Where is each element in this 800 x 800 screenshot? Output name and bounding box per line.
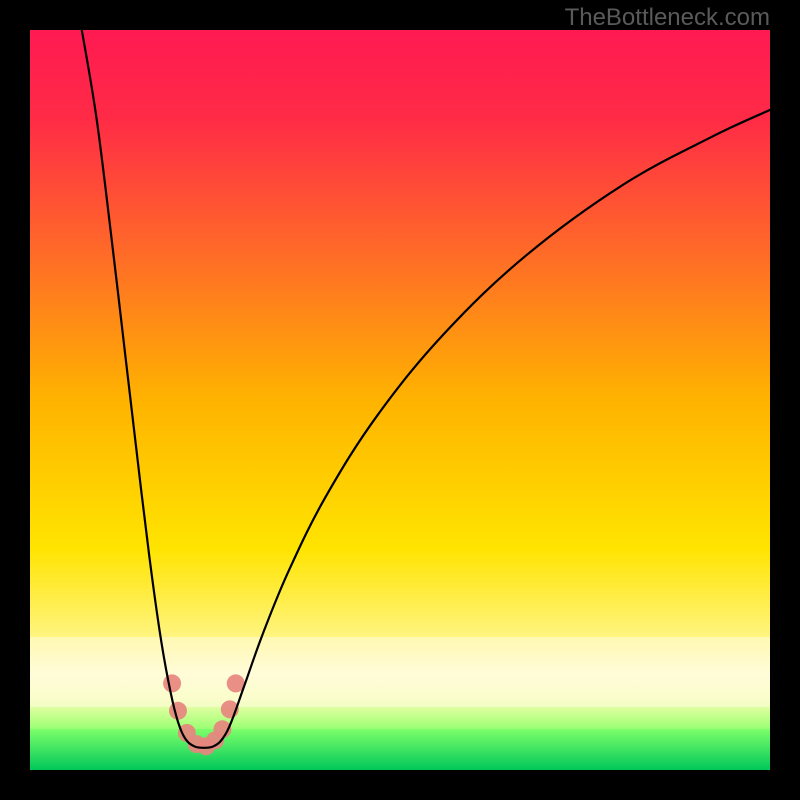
bottleneck-curve-svg [30, 30, 770, 770]
plot-area [30, 30, 770, 770]
trough-marker [163, 674, 181, 692]
trough-marker [169, 702, 187, 720]
bottleneck-curve [82, 30, 770, 748]
chart-frame [0, 0, 800, 800]
watermark-label: TheBottleneck.com [565, 4, 770, 32]
